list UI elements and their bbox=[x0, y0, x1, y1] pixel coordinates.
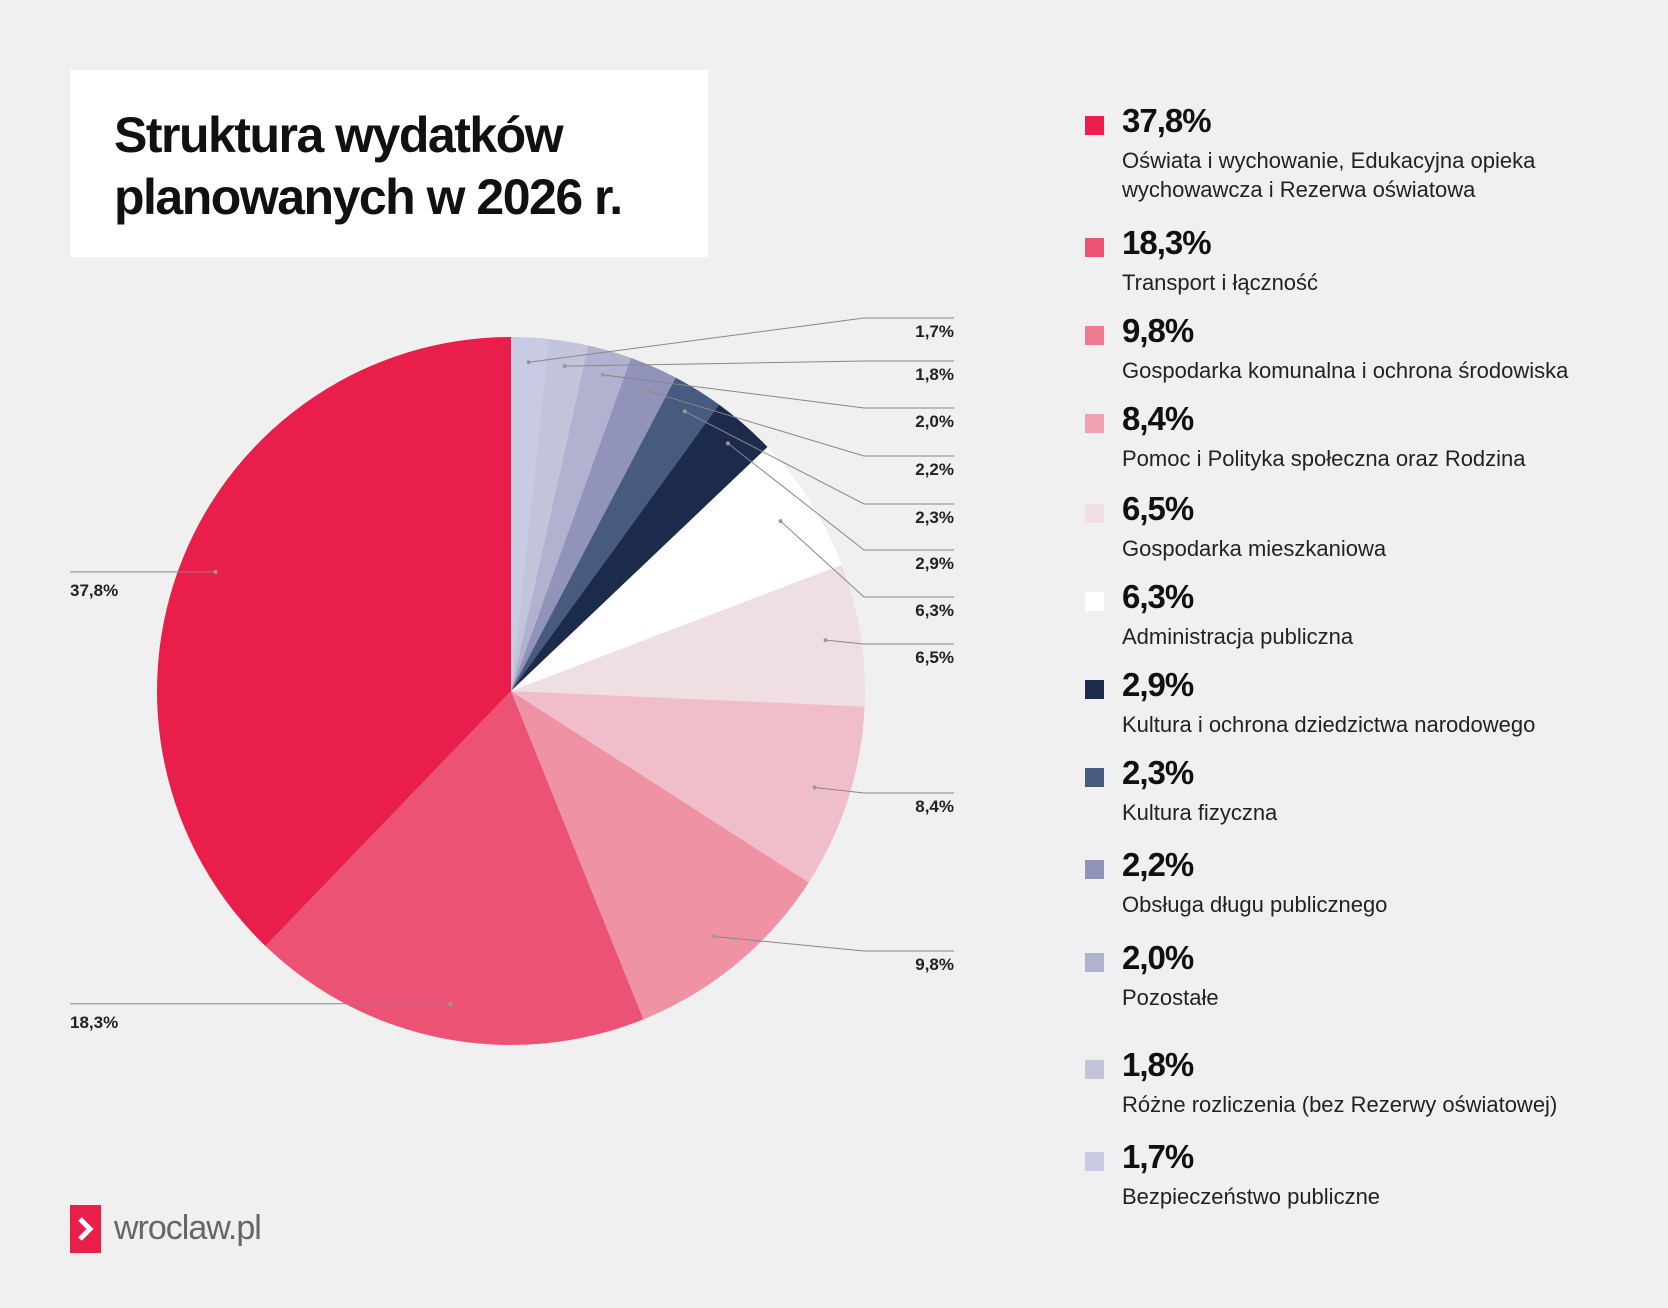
leader-line bbox=[727, 442, 954, 551]
data-label: 6,3% bbox=[915, 601, 954, 620]
legend-description: Oświata i wychowanie, Edukacyjna opieka … bbox=[1122, 148, 1536, 202]
legend-description: Pomoc i Polityka społeczna oraz Rodzina bbox=[1122, 446, 1526, 471]
leader-line bbox=[564, 360, 954, 367]
logo-chevron-icon bbox=[70, 1205, 101, 1253]
leader-dot bbox=[526, 360, 531, 365]
pie-slice bbox=[511, 404, 768, 691]
legend-percent: 8,4% bbox=[1122, 400, 1194, 437]
legend-percent: 2,3% bbox=[1122, 754, 1194, 791]
leader-dot bbox=[712, 934, 717, 939]
leader-dot bbox=[778, 519, 783, 524]
pie-slice bbox=[157, 337, 511, 946]
data-label: 2,3% bbox=[915, 508, 954, 527]
pie-slice bbox=[511, 564, 865, 707]
chart-title: Struktura wydatków planowanych w 2026 r. bbox=[114, 107, 623, 225]
legend-swatch bbox=[1085, 592, 1104, 611]
legend-swatch bbox=[1085, 680, 1104, 699]
legend-description: Transport i łączność bbox=[1122, 270, 1319, 295]
legend-description: Pozostałe bbox=[1122, 985, 1219, 1010]
pie-slice bbox=[511, 691, 809, 1020]
legend-percent: 1,7% bbox=[1122, 1138, 1194, 1175]
logo-text: wroclaw.pl bbox=[114, 1209, 262, 1247]
leader-dot bbox=[725, 441, 730, 446]
legend-description: Kultura i ochrona dziedzictwa narodowego bbox=[1122, 712, 1536, 737]
legend-percent: 2,9% bbox=[1122, 666, 1194, 703]
legend-swatch bbox=[1085, 504, 1104, 523]
pie-slice bbox=[511, 691, 865, 883]
legend-swatch bbox=[1085, 238, 1104, 257]
pie-slice bbox=[511, 339, 589, 691]
pie-slice bbox=[511, 357, 676, 691]
data-label: 6,5% bbox=[915, 648, 954, 667]
legend-description: Różne rozliczenia (bez Rezerwy oświatowe… bbox=[1122, 1092, 1558, 1117]
legend-description: Administracja publiczna bbox=[1122, 624, 1354, 649]
data-label: 1,7% bbox=[915, 322, 954, 341]
leader-dot bbox=[682, 409, 687, 414]
data-label: 2,0% bbox=[915, 412, 954, 431]
pie-slice bbox=[511, 447, 842, 691]
legend-description: Bezpieczeństwo publiczne bbox=[1122, 1184, 1381, 1209]
leader-dot bbox=[562, 364, 567, 369]
legend-swatch bbox=[1085, 1060, 1104, 1079]
data-label: 2,2% bbox=[915, 460, 954, 479]
leader-line bbox=[780, 520, 954, 598]
legend-swatch bbox=[1085, 326, 1104, 345]
pie-slice bbox=[511, 377, 720, 691]
legend-swatch bbox=[1085, 768, 1104, 787]
legend-percent: 6,3% bbox=[1122, 578, 1194, 615]
data-label: 2,9% bbox=[915, 554, 954, 573]
leader-dot bbox=[213, 569, 218, 574]
leader-line bbox=[602, 374, 954, 409]
leader-line bbox=[814, 787, 954, 794]
legend-description: Gospodarka mieszkaniowa bbox=[1122, 536, 1387, 561]
legend-swatch bbox=[1085, 116, 1104, 135]
legend-percent: 37,8% bbox=[1122, 102, 1212, 139]
leader-dot bbox=[641, 387, 646, 392]
legend-percent: 18,3% bbox=[1122, 224, 1212, 261]
data-label: 9,8% bbox=[915, 955, 954, 974]
legend-percent: 1,8% bbox=[1122, 1046, 1194, 1083]
leader-line bbox=[714, 935, 954, 952]
leader-dot bbox=[823, 638, 828, 643]
legend-percent: 6,5% bbox=[1122, 490, 1194, 527]
legend-swatch bbox=[1085, 953, 1104, 972]
data-label: 1,8% bbox=[915, 365, 954, 384]
legend-swatch bbox=[1085, 860, 1104, 879]
title-box: Struktura wydatków planowanych w 2026 r. bbox=[70, 70, 708, 257]
leader-dot bbox=[812, 785, 817, 790]
pie-slice bbox=[265, 691, 644, 1045]
legend-percent: 2,0% bbox=[1122, 939, 1194, 976]
legend-description: Obsługa długu publicznego bbox=[1122, 892, 1388, 917]
leader-line bbox=[528, 317, 954, 363]
legend-percent: 9,8% bbox=[1122, 312, 1194, 349]
leader-dot bbox=[448, 1001, 453, 1006]
legend-description: Kultura fizyczna bbox=[1122, 800, 1278, 825]
leader-line bbox=[684, 410, 954, 505]
legend-percent: 2,2% bbox=[1122, 846, 1194, 883]
data-label: 37,8% bbox=[70, 581, 118, 600]
leader-line bbox=[643, 389, 954, 457]
pie-slice bbox=[511, 337, 549, 691]
data-label: 8,4% bbox=[915, 797, 954, 816]
pie-slice bbox=[511, 345, 631, 691]
leader-line bbox=[825, 639, 954, 645]
data-label: 18,3% bbox=[70, 1013, 118, 1032]
leader-dot bbox=[600, 372, 605, 377]
legend-swatch bbox=[1085, 414, 1104, 433]
legend-description: Gospodarka komunalna i ochrona środowisk… bbox=[1122, 358, 1569, 383]
legend-swatch bbox=[1085, 1152, 1104, 1171]
